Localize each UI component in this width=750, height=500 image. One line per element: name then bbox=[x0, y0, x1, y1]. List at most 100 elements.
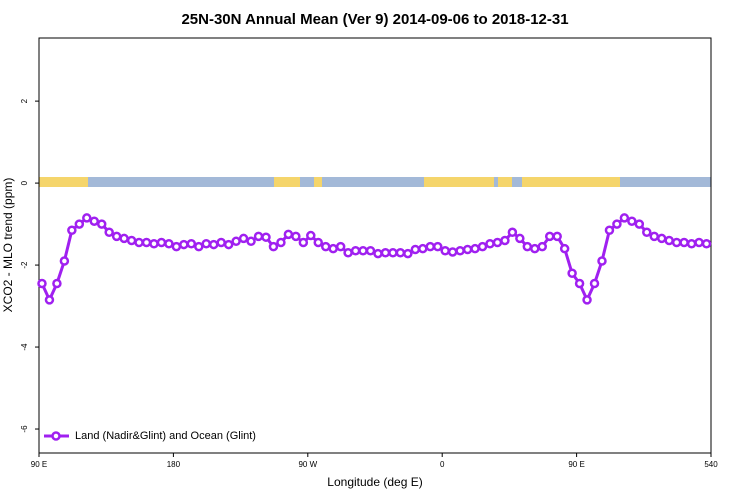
data-point bbox=[268, 241, 279, 252]
data-point bbox=[44, 295, 55, 305]
data-point bbox=[515, 233, 525, 244]
data-point bbox=[485, 239, 495, 249]
data-point bbox=[358, 245, 368, 256]
y-tick-label: 2 bbox=[20, 98, 29, 103]
x-tick-label: 0 bbox=[440, 460, 445, 469]
data-point bbox=[597, 256, 607, 266]
data-point bbox=[335, 241, 346, 252]
data-point bbox=[380, 248, 391, 258]
data-point bbox=[52, 278, 62, 289]
data-point bbox=[208, 239, 219, 250]
data-point bbox=[530, 243, 540, 254]
data-point bbox=[59, 256, 70, 266]
data-point bbox=[559, 243, 570, 254]
data-point bbox=[171, 241, 182, 252]
data-point bbox=[552, 231, 562, 242]
land-ocean-strip bbox=[39, 177, 711, 187]
plot-frame bbox=[38, 37, 712, 454]
x-axis-label: Longitude (deg E) bbox=[327, 475, 422, 489]
data-point bbox=[365, 245, 376, 256]
data-point bbox=[343, 248, 353, 258]
data-point bbox=[522, 241, 533, 252]
data-point bbox=[126, 235, 137, 246]
data-point bbox=[276, 237, 286, 248]
data-point bbox=[694, 237, 704, 248]
data-point bbox=[238, 233, 249, 244]
x-tick-label: 90 E bbox=[568, 460, 584, 469]
y-axis-label: XCO2 - MLO trend (ppm) bbox=[1, 178, 15, 313]
data-point bbox=[350, 245, 361, 256]
data-point bbox=[582, 295, 592, 305]
data-point bbox=[283, 229, 294, 240]
data-point bbox=[567, 268, 577, 279]
y-tick-label: -4 bbox=[20, 343, 29, 351]
data-point bbox=[37, 278, 47, 289]
y-tick-label: -2 bbox=[20, 261, 29, 269]
data-point bbox=[627, 216, 637, 226]
legend-label: Land (Nadir&Glint) and Ocean (Glint) bbox=[75, 430, 256, 442]
data-point bbox=[231, 236, 241, 247]
data-point bbox=[291, 231, 301, 242]
data-point bbox=[574, 278, 585, 289]
chart-title: 25N-30N Annual Mean (Ver 9) 2014-09-06 t… bbox=[181, 11, 568, 28]
data-point bbox=[179, 239, 189, 250]
data-point bbox=[477, 241, 488, 252]
data-point bbox=[194, 241, 204, 252]
data-point bbox=[403, 248, 413, 259]
data-point bbox=[82, 213, 92, 223]
data-point bbox=[649, 231, 660, 242]
data-point bbox=[425, 241, 436, 252]
data-point bbox=[500, 235, 510, 246]
data-point bbox=[306, 230, 316, 241]
data-point bbox=[642, 227, 652, 238]
x-tick-label: 180 bbox=[167, 460, 181, 469]
data-point bbox=[619, 213, 630, 223]
data-point bbox=[679, 237, 689, 248]
data-point bbox=[246, 236, 256, 247]
data-point bbox=[462, 244, 473, 255]
data-point bbox=[686, 239, 697, 249]
data-point bbox=[111, 231, 122, 242]
data-point bbox=[589, 278, 600, 289]
data-point bbox=[447, 247, 458, 257]
data-point bbox=[156, 237, 167, 248]
data-point bbox=[634, 219, 645, 229]
data-point bbox=[612, 219, 622, 229]
data-point bbox=[313, 237, 324, 248]
data-point bbox=[440, 245, 450, 256]
data-point bbox=[216, 237, 226, 248]
data-point bbox=[373, 248, 383, 259]
data-point bbox=[470, 243, 480, 254]
x-tick-label: 90 W bbox=[298, 460, 317, 469]
data-point bbox=[544, 231, 555, 242]
data-point bbox=[89, 216, 100, 226]
legend-marker bbox=[51, 431, 61, 441]
data-point bbox=[320, 241, 331, 252]
data-point bbox=[507, 227, 518, 238]
y-tick-label: 0 bbox=[20, 180, 29, 185]
data-point bbox=[149, 239, 159, 249]
data-point bbox=[656, 233, 667, 244]
data-point bbox=[604, 225, 615, 235]
data-point bbox=[104, 227, 114, 238]
data-point bbox=[261, 232, 271, 242]
data-point bbox=[223, 239, 234, 250]
data-point bbox=[253, 231, 264, 242]
data-point bbox=[328, 243, 338, 254]
data-point bbox=[410, 244, 421, 255]
data-point bbox=[395, 248, 406, 258]
y-tick-label: -6 bbox=[20, 425, 29, 433]
data-point bbox=[537, 241, 548, 252]
data-point bbox=[119, 233, 129, 244]
data-point bbox=[96, 219, 107, 229]
data-point bbox=[492, 237, 503, 248]
x-tick-label: 540 bbox=[704, 460, 718, 469]
data-point bbox=[432, 241, 443, 252]
data-point bbox=[74, 219, 85, 229]
x-tick-label: 90 E bbox=[31, 460, 47, 469]
data-point bbox=[671, 237, 682, 248]
data-point bbox=[134, 237, 144, 248]
data-point bbox=[455, 245, 465, 256]
data-point bbox=[164, 239, 174, 249]
